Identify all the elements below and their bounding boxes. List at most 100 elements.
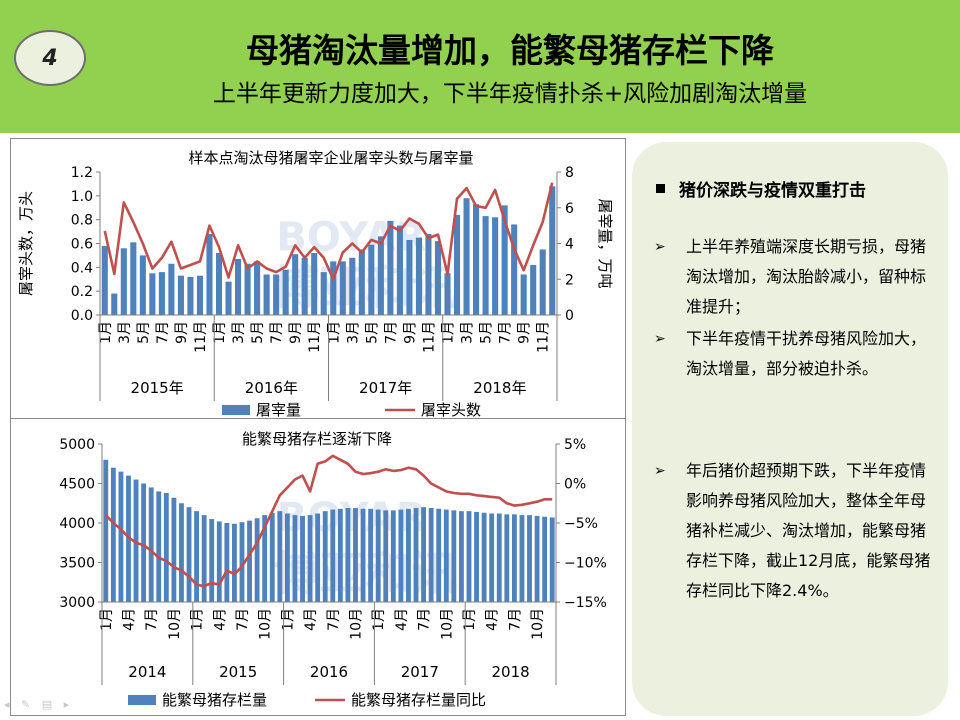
bar [179, 503, 184, 602]
year-label: 2014 [128, 663, 166, 681]
bar [292, 515, 298, 602]
x-tick-label: 10月 [530, 608, 546, 640]
bar [224, 523, 230, 602]
bar [451, 510, 457, 602]
summary-bullet: ➢ 下半年疫情干扰养母猪风险加大，淘汰增量，部分被迫扑杀。 [654, 324, 934, 384]
bar [481, 512, 487, 602]
y-tick-label: 3500 [59, 556, 95, 572]
bar [330, 261, 337, 315]
bar [133, 479, 139, 602]
bar [201, 515, 207, 602]
y-tick-label: 4500 [59, 477, 95, 493]
bar [282, 269, 289, 315]
sow-inventory-chart: BOYAR博亚和讯能繁母猪存栏逐渐下降30003500400045005000−… [59, 430, 607, 709]
series-line [103, 182, 554, 281]
bar [139, 255, 146, 315]
bar [254, 261, 261, 315]
bar [436, 508, 442, 602]
legend-label: 能繁母猪存栏量 [162, 691, 267, 709]
bar [549, 186, 556, 315]
y2-tick-label: −5% [564, 516, 598, 532]
x-tick-label: 4月 [212, 608, 228, 631]
bar [120, 248, 127, 315]
bar [284, 513, 290, 602]
x-tick-label: 1月 [98, 321, 114, 344]
bar [377, 236, 384, 315]
bar [269, 512, 275, 602]
bar [368, 244, 375, 315]
bar [375, 509, 381, 602]
bar [130, 242, 137, 315]
bar [163, 492, 169, 602]
bar [406, 508, 411, 602]
y-tick-label: 0.0 [71, 308, 93, 324]
bar [383, 510, 389, 602]
bar [322, 511, 328, 602]
bar [320, 272, 327, 315]
bar [542, 516, 548, 602]
x-tick-label: 4月 [303, 608, 319, 631]
bar [231, 523, 237, 602]
bar [262, 515, 268, 602]
bar [215, 253, 223, 315]
bar [474, 511, 479, 602]
bar [171, 497, 177, 602]
bar [206, 233, 213, 315]
x-tick-label: 4月 [485, 608, 501, 631]
x-tick-label: 9月 [517, 321, 533, 344]
bar [482, 216, 489, 315]
bar [168, 263, 175, 315]
bar [443, 509, 449, 602]
bar [118, 471, 124, 602]
bar [425, 233, 432, 315]
x-tick-label: 7月 [417, 608, 433, 631]
bar [390, 510, 396, 602]
bar [187, 276, 194, 315]
bar [421, 507, 427, 602]
x-tick-label: 4月 [121, 608, 137, 631]
bar [539, 249, 546, 315]
bar [549, 517, 555, 602]
page-title: 母猪淘汰量增加，能繁母猪存栏下降 [246, 31, 774, 70]
bar [111, 293, 118, 315]
bar [177, 275, 184, 315]
x-tick-label: 3月 [231, 321, 247, 344]
y-tick-label: 0.4 [71, 260, 93, 276]
x-tick-label: 11月 [307, 321, 323, 353]
bar [196, 275, 204, 315]
x-tick-label: 7月 [235, 608, 251, 631]
bar [489, 513, 495, 602]
bar [360, 508, 366, 602]
slaughter-chart: BOYAR博亚和讯样本点淘汰母猪屠宰企业屠宰头数与屠宰量0.00.20.40.6… [17, 149, 614, 419]
bar [520, 274, 527, 315]
year-label: 2015 [219, 663, 257, 681]
legend-label: 屠宰头数 [421, 401, 481, 419]
y2-tick-label: −10% [564, 556, 607, 572]
summary-bullet: ➢ 年后猪价超预期下跌，下半年疫情影响养母猪风险加大，整体全年母猪补栏减少、淘汰… [654, 456, 934, 606]
bar [349, 257, 356, 315]
bar [530, 264, 537, 315]
bar [209, 519, 215, 602]
bar [194, 511, 200, 602]
x-tick-label: 9月 [174, 321, 190, 344]
bar [315, 513, 321, 602]
y-axis-title: 屠宰头数，万头 [17, 191, 35, 296]
x-tick-label: 1月 [326, 321, 342, 344]
y2-tick-label: 0% [564, 477, 586, 493]
x-tick-label: 10月 [439, 608, 455, 640]
page-subtitle: 上半年更新力度加大，下半年疫情扑杀+风险加剧淘汰增量 [212, 81, 808, 107]
y2-tick-label: 2 [565, 272, 574, 288]
y-tick-label: 3000 [59, 595, 95, 611]
x-tick-label: 1月 [371, 608, 387, 631]
arrow-bullet-icon: ➢ [654, 239, 666, 255]
y-tick-label: 1.2 [71, 165, 93, 181]
bar [415, 237, 422, 315]
x-tick-label: 7月 [498, 321, 514, 344]
slideshow-controls[interactable]: ◂ ✎ ▤ ▸ [4, 698, 74, 711]
bar [353, 507, 358, 602]
bar [277, 511, 283, 602]
summary-bullet: ➢ 上半年养殖端深度长期亏损，母猪淘汰增加，淘汰胎龄减小，留种标准提升； [654, 232, 934, 322]
y-tick-label: 0.6 [71, 237, 93, 253]
chart-title: 样本点淘汰母猪屠宰企业屠宰头数与屠宰量 [188, 149, 473, 167]
year-label: 2016年 [245, 379, 298, 397]
